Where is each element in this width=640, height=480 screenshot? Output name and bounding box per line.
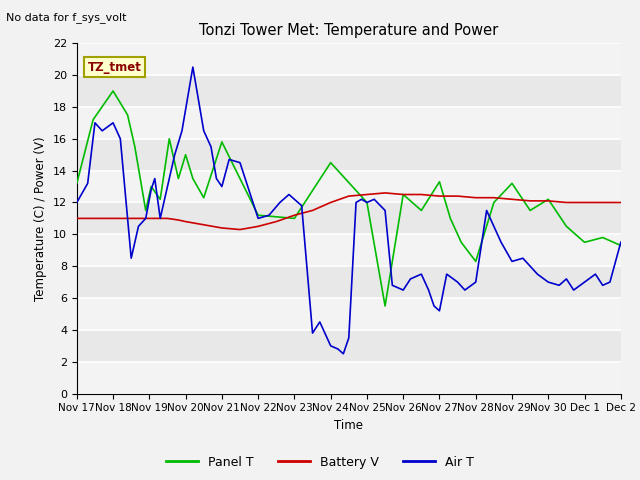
Battery V	[145, 216, 153, 221]
Air T	[563, 276, 570, 282]
Air T	[570, 287, 577, 293]
Air T	[189, 64, 196, 70]
Battery V	[490, 195, 498, 201]
Panel T	[399, 192, 407, 197]
Battery V	[436, 193, 444, 199]
Panel T	[291, 216, 298, 221]
Battery V	[508, 196, 516, 202]
Panel T	[563, 224, 570, 229]
Battery V	[545, 198, 552, 204]
Battery V	[599, 200, 607, 205]
Air T	[73, 200, 81, 205]
Line: Panel T: Panel T	[77, 91, 621, 306]
Air T	[580, 279, 588, 285]
Battery V	[91, 216, 99, 221]
Panel T	[363, 200, 371, 205]
Panel T	[124, 112, 131, 118]
Panel T	[472, 259, 479, 264]
Panel T	[436, 179, 444, 185]
Battery V	[308, 207, 316, 213]
Battery V	[175, 217, 182, 223]
Panel T	[218, 139, 226, 145]
Battery V	[218, 225, 226, 231]
Bar	[77, 298, 621, 330]
Y-axis label: Temperature (C) / Power (V): Temperature (C) / Power (V)	[35, 136, 47, 300]
Text: No data for f_sys_volt: No data for f_sys_volt	[6, 12, 127, 23]
Battery V	[254, 224, 262, 229]
Battery V	[381, 190, 389, 196]
Air T	[508, 259, 516, 264]
Battery V	[236, 227, 244, 232]
Panel T	[417, 207, 425, 213]
Panel T	[131, 144, 139, 150]
Battery V	[327, 200, 335, 205]
Air T	[436, 308, 444, 313]
Line: Air T: Air T	[77, 67, 621, 354]
Battery V	[617, 200, 625, 205]
Battery V	[164, 216, 172, 221]
Panel T	[254, 212, 262, 218]
Battery V	[363, 192, 371, 197]
Battery V	[109, 216, 117, 221]
Battery V	[580, 200, 588, 205]
Panel T	[200, 195, 207, 201]
Panel T	[327, 160, 335, 166]
Panel T	[109, 88, 117, 94]
Panel T	[147, 184, 155, 190]
Panel T	[526, 207, 534, 213]
Battery V	[73, 216, 81, 221]
Battery V	[273, 219, 280, 225]
Panel T	[73, 180, 81, 186]
Battery V	[417, 192, 425, 197]
Panel T	[156, 196, 164, 202]
Panel T	[580, 240, 588, 245]
Title: Tonzi Tower Met: Temperature and Power: Tonzi Tower Met: Temperature and Power	[199, 23, 499, 38]
Battery V	[127, 216, 135, 221]
Bar	[77, 107, 621, 139]
Battery V	[200, 222, 207, 228]
Air T	[461, 287, 468, 293]
Panel T	[142, 207, 150, 213]
Air T	[340, 351, 348, 357]
Battery V	[472, 195, 479, 201]
Panel T	[175, 176, 182, 181]
Panel T	[490, 200, 498, 205]
Battery V	[182, 219, 189, 225]
Panel T	[617, 242, 625, 248]
X-axis label: Time: Time	[334, 419, 364, 432]
Bar	[77, 43, 621, 75]
Battery V	[526, 198, 534, 204]
Panel T	[165, 136, 173, 142]
Battery V	[345, 193, 353, 199]
Panel T	[189, 176, 196, 181]
Text: TZ_tmet: TZ_tmet	[88, 61, 141, 74]
Bar	[77, 170, 621, 203]
Air T	[617, 240, 625, 245]
Bar	[77, 234, 621, 266]
Panel T	[508, 180, 516, 186]
Battery V	[399, 192, 407, 197]
Battery V	[454, 193, 461, 199]
Panel T	[90, 117, 97, 122]
Bar	[77, 362, 621, 394]
Battery V	[563, 200, 570, 205]
Panel T	[381, 303, 389, 309]
Panel T	[458, 240, 465, 245]
Panel T	[182, 152, 189, 157]
Line: Battery V: Battery V	[77, 193, 621, 229]
Panel T	[545, 196, 552, 202]
Panel T	[447, 216, 454, 221]
Legend: Panel T, Battery V, Air T: Panel T, Battery V, Air T	[161, 451, 479, 474]
Panel T	[599, 235, 607, 240]
Battery V	[291, 212, 298, 218]
